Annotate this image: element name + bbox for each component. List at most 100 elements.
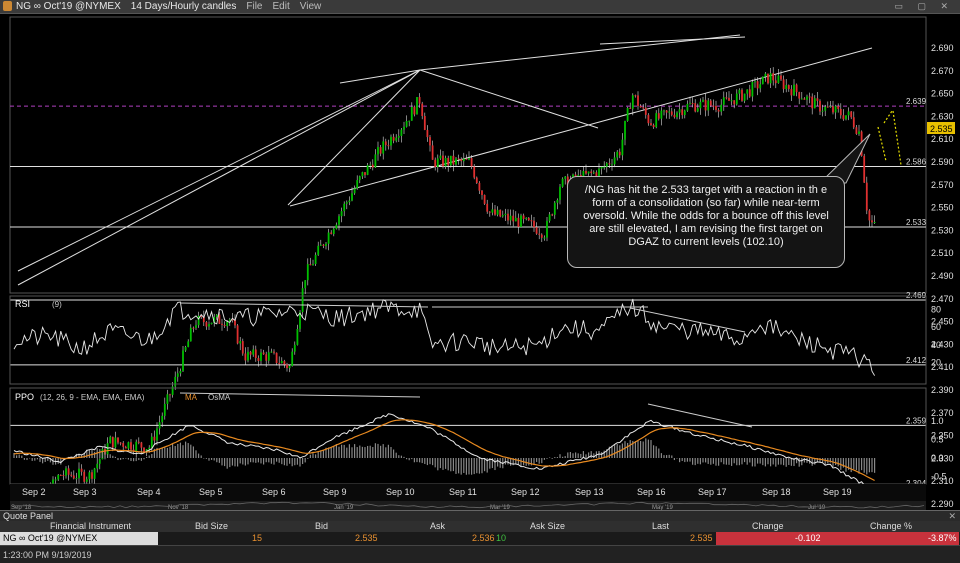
price-pane xyxy=(9,16,927,294)
candle xyxy=(273,349,275,355)
price-tick-label: 2.410 xyxy=(931,362,954,372)
rsi-tick-label: 40 xyxy=(931,340,941,350)
ppo-histogram-bar xyxy=(796,458,798,464)
candle xyxy=(327,228,330,251)
ppo-histogram-bar xyxy=(166,447,168,458)
candle xyxy=(265,351,268,368)
ppo-histogram-bar xyxy=(499,458,501,468)
ppo-histogram-bar xyxy=(494,458,496,471)
ppo-histogram-bar xyxy=(117,458,119,461)
chart-pin-icon[interactable] xyxy=(3,1,12,11)
col-change[interactable]: Change xyxy=(752,521,784,531)
ppo-histogram-bar xyxy=(632,440,634,458)
menu-edit[interactable]: Edit xyxy=(272,1,290,12)
rsi-params: (9) xyxy=(52,300,62,309)
ppo-histogram-bar xyxy=(676,458,678,459)
candle xyxy=(176,367,179,382)
col-change-pct[interactable]: Change % xyxy=(870,521,913,531)
candle xyxy=(715,100,717,113)
ppo-histogram-bar xyxy=(127,458,129,460)
candle xyxy=(644,103,647,119)
candle xyxy=(460,157,463,167)
candle xyxy=(465,154,468,160)
ppo-histogram-bar xyxy=(424,458,426,465)
quote-instrument[interactable]: NG ∞ Oct'19 @NYMEX xyxy=(0,532,158,545)
ppo-histogram-bar xyxy=(49,458,51,463)
ppo-histogram-bar xyxy=(322,449,324,458)
candle xyxy=(676,111,678,120)
candle xyxy=(62,470,65,481)
window-controls-icon[interactable]: ▭ ▢ ✕ xyxy=(894,1,954,11)
ppo-histogram-bar xyxy=(372,447,374,458)
ppo-histogram-bar xyxy=(780,458,782,465)
ppo-histogram-bar xyxy=(346,447,348,458)
candle xyxy=(169,393,171,402)
ppo-histogram-bar xyxy=(291,458,293,467)
candle xyxy=(793,79,795,96)
candle xyxy=(254,345,257,362)
ppo-histogram-bar xyxy=(681,458,683,462)
ppo-histogram-bar xyxy=(177,443,179,458)
candle xyxy=(553,200,556,219)
candle xyxy=(772,67,775,86)
symbol-label[interactable]: NG ∞ Oct'19 @NYMEX xyxy=(16,1,121,12)
ppo-histogram-bar xyxy=(728,458,730,465)
candle xyxy=(873,215,876,225)
ppo-histogram-bar xyxy=(486,458,488,473)
ppo-histogram-bar xyxy=(304,458,306,463)
col-ask-size[interactable]: Ask Size xyxy=(530,521,566,531)
ppo-histogram-bar xyxy=(114,456,116,458)
ppo-ma-label: MA xyxy=(185,393,198,402)
ppo-histogram-bar xyxy=(257,458,259,463)
candle xyxy=(338,214,340,231)
ppo-histogram-bar xyxy=(715,458,717,466)
candle xyxy=(694,99,697,113)
overview-tick-label: Nov '18 xyxy=(168,505,189,510)
candle xyxy=(208,321,210,331)
candle xyxy=(275,352,278,366)
close-icon[interactable]: ✕ xyxy=(948,511,956,521)
price-tick-label: 2.390 xyxy=(931,385,954,395)
ppo-histogram-bar xyxy=(281,458,283,465)
level-label: 2.469 xyxy=(906,291,927,300)
candle xyxy=(288,364,291,373)
candle xyxy=(712,99,715,111)
ppo-histogram-bar xyxy=(707,458,709,464)
candle xyxy=(377,141,379,161)
candle xyxy=(416,96,418,115)
candle xyxy=(540,233,543,243)
candle xyxy=(202,310,205,327)
candle xyxy=(353,185,356,195)
ppo-histogram-bar xyxy=(179,442,181,458)
period-label[interactable]: 14 Days/Hourly candles xyxy=(130,1,237,12)
quote-row[interactable]: NG ∞ Oct'19 @NYMEX 15 2.535 2.536 10 2.5… xyxy=(0,532,960,545)
ppo-histogram-bar xyxy=(874,458,876,473)
candle xyxy=(798,91,801,105)
candle xyxy=(91,469,93,483)
ppo-histogram-bar xyxy=(18,454,20,458)
ppo-histogram-bar xyxy=(686,458,688,462)
annotation-callout: /NG has hit the 2.533 target with a reac… xyxy=(567,176,845,268)
ppo-histogram-bar xyxy=(390,446,392,458)
ppo-histogram-bar xyxy=(850,458,852,473)
col-bid-size[interactable]: Bid Size xyxy=(195,521,229,531)
candle xyxy=(756,77,759,96)
time-tick-label: Sep 13 xyxy=(575,487,604,497)
ppo-histogram-bar xyxy=(182,445,184,458)
menu-view[interactable]: View xyxy=(299,1,322,12)
candle xyxy=(423,112,426,131)
col-instrument[interactable]: Financial Instrument xyxy=(50,521,132,531)
ppo-histogram-bar xyxy=(718,458,720,466)
col-last[interactable]: Last xyxy=(652,521,670,531)
overview-strip[interactable] xyxy=(10,501,926,510)
ppo-histogram-bar xyxy=(208,458,210,461)
col-bid[interactable]: Bid xyxy=(315,521,329,531)
ppo-histogram-bar xyxy=(252,458,254,463)
ppo-histogram-bar xyxy=(452,458,454,472)
candle xyxy=(527,216,530,222)
ppo-histogram-bar xyxy=(572,453,574,458)
candle xyxy=(395,134,398,143)
col-ask[interactable]: Ask xyxy=(430,521,446,531)
candle xyxy=(57,474,60,482)
menu-file[interactable]: File xyxy=(246,1,263,12)
